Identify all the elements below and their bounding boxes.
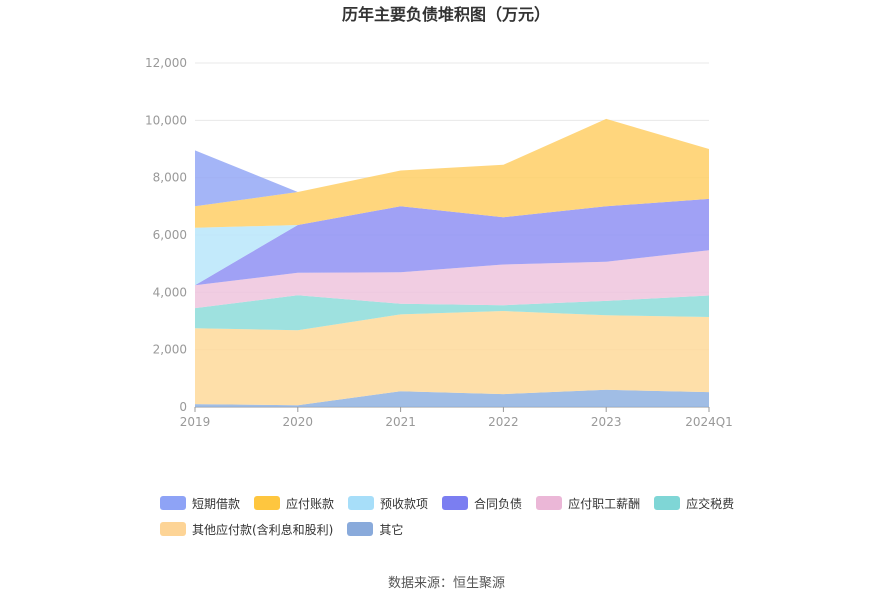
legend-label: 应付职工薪酬 [568,496,641,511]
legend-item[interactable]: 预收款项 [348,494,428,512]
area-应付职工薪酬 [195,250,709,309]
x-tick-label: 2022 [488,415,519,429]
legend-item[interactable]: 应交税费 [654,494,734,512]
axes: 2019 2020 2021 2022 2023 2024Q1 [180,407,733,429]
legend-swatch [160,522,186,536]
x-tick-label: 2024Q1 [685,415,733,429]
legend-item[interactable]: 应付账款 [254,494,334,512]
y-tick-label: 12,000 [145,56,187,70]
legend-label: 短期借款 [192,496,241,511]
x-tick-label: 2023 [591,415,622,429]
area-应付账款 [195,118,709,228]
legend-swatch [347,522,374,536]
x-tick-label: 2019 [180,415,211,429]
legend-label: 其他应付款(含利息和股利) [192,522,334,537]
area-短期借款 [195,118,709,207]
legend-item[interactable]: 应付职工薪酬 [536,494,640,512]
y-tick-label: 6,000 [153,228,187,242]
legend-swatch [442,496,469,510]
legend-item[interactable]: 合同负债 [442,494,522,512]
y-tick-label: 10,000 [145,113,187,127]
legend-item[interactable]: 其它 [347,520,403,538]
legend-item[interactable]: 短期借款 [160,494,240,512]
legend-label: 其它 [379,522,404,537]
area-其它 [195,389,709,407]
legend: 短期借款 应付账款 预收款项 合同负债 应付职工薪酬 应交税费其他应付款(含利息和股利) 其… [160,494,800,538]
legend-label: 预收款项 [380,496,429,511]
y-tick-label: 2,000 [153,343,187,357]
x-tick-label: 2020 [283,415,314,429]
legend-swatch [254,496,281,510]
legend-label: 应付账款 [286,496,335,511]
area-合同负债 [195,198,709,286]
area-其他应付款(含利息和股利) [195,311,709,406]
y-tick-label: 0 [179,400,187,414]
legend-swatch [160,496,186,510]
legend-swatch [348,496,375,510]
data-source: 数据来源：恒生聚源 [387,576,505,591]
legend-item[interactable]: 其他应付款(含利息和股利) [160,520,333,538]
legend-swatch [654,496,681,510]
area-series [195,118,709,407]
y-tick-label: 4,000 [153,285,187,299]
legend-label: 合同负债 [474,496,523,511]
grid-lines: 0 2,000 4,000 6,000 8,000 10,000 12,000 [145,56,709,414]
x-tick-label: 2021 [385,415,416,429]
chart-title: 历年主要负债堆积图（万元） [342,5,550,24]
legend-label: 应交税费 [686,496,735,511]
y-tick-label: 8,000 [153,171,187,185]
legend-swatch [536,496,563,510]
area-应交税费 [195,295,709,331]
